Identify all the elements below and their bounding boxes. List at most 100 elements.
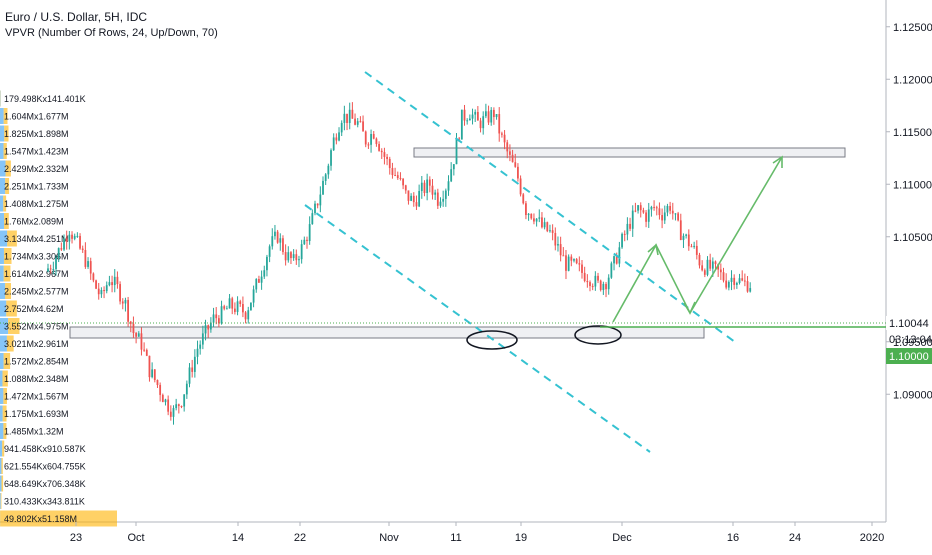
candle-down xyxy=(525,203,527,215)
candle-down xyxy=(416,202,418,206)
candle-up xyxy=(749,288,751,292)
candle-down xyxy=(635,211,637,212)
candle-down xyxy=(191,367,193,371)
volume-profile-bar-up xyxy=(0,493,1,509)
volume-profile-row-label: 1.088Mx2.348M xyxy=(4,374,69,384)
volume-profile-row-label: 941.458Kx910.587K xyxy=(4,444,86,454)
candle-down xyxy=(709,260,711,269)
support-zone[interactable] xyxy=(70,327,704,338)
candle-up xyxy=(106,285,108,291)
price-tick-label: 1.11500 xyxy=(893,127,932,139)
candle-down xyxy=(242,304,244,312)
candle-up xyxy=(626,224,628,235)
candle-down xyxy=(143,350,145,351)
candle-down xyxy=(335,137,337,140)
candle-down xyxy=(405,185,407,190)
candle-up xyxy=(536,219,538,222)
candle-up xyxy=(311,213,313,224)
candle-down xyxy=(359,121,361,122)
candle-up xyxy=(461,110,463,140)
candle-down xyxy=(98,289,100,295)
candle-up xyxy=(685,235,687,236)
candle-up xyxy=(528,214,530,215)
candle-down xyxy=(365,131,367,144)
candle-up xyxy=(664,212,666,220)
candle-up xyxy=(87,261,89,267)
trendlines[interactable] xyxy=(0,72,886,452)
candle-up xyxy=(250,303,252,311)
candle-down xyxy=(378,144,380,151)
channel-upper-line[interactable] xyxy=(365,72,735,342)
candle-down xyxy=(605,284,607,289)
candle-down xyxy=(290,252,292,258)
candle-down xyxy=(386,157,388,159)
candle-down xyxy=(437,193,439,206)
candle-down xyxy=(159,385,161,395)
indicator-label[interactable]: VPVR (Number Of Rows, 24, Up/Down, 70) xyxy=(5,27,218,39)
candle-down xyxy=(117,277,119,284)
candle-down xyxy=(103,290,105,291)
candle-up xyxy=(138,333,140,336)
candle-up xyxy=(490,110,492,123)
candle-up xyxy=(728,282,730,288)
countdown-label: 03:13:04 xyxy=(889,334,932,346)
candle-up xyxy=(298,259,300,260)
candle-up xyxy=(319,195,321,206)
candle-down xyxy=(127,300,129,322)
candle-down xyxy=(493,110,495,117)
volume-profile-bar-up xyxy=(0,458,1,474)
candle-down xyxy=(517,167,519,179)
candle-up xyxy=(74,236,76,239)
candle-down xyxy=(688,235,690,247)
volume-profile-bar-up xyxy=(0,388,3,404)
symbol-title[interactable]: Euro / U.S. Dollar, 5H, IDC xyxy=(5,10,147,24)
candle-down xyxy=(640,205,642,210)
projection-path[interactable] xyxy=(613,157,782,322)
drawing-zones[interactable] xyxy=(70,148,845,338)
time-tick-label: 11 xyxy=(450,532,461,544)
volume-profile-row-label: 3.134Mx4.251M xyxy=(4,234,69,244)
candle-down xyxy=(699,255,701,265)
candle-up xyxy=(186,384,188,395)
candle-down xyxy=(576,259,578,263)
candle-up xyxy=(349,110,351,123)
volume-profile-row-label: 49.802Kx51.158M xyxy=(4,514,77,524)
candle-up xyxy=(52,269,54,270)
candle-down xyxy=(111,282,113,285)
candle-up xyxy=(482,116,484,128)
candle-down xyxy=(429,180,431,186)
candle-down xyxy=(170,412,172,417)
time-tick-label: 23 xyxy=(70,532,82,544)
candle-down xyxy=(133,324,135,333)
candle-down xyxy=(231,298,233,308)
candle-down xyxy=(146,350,148,356)
candle-down xyxy=(351,110,353,119)
candle-down xyxy=(653,207,655,208)
candle-up xyxy=(445,191,447,199)
candle-down xyxy=(424,183,426,193)
candle-down xyxy=(167,400,169,412)
candle-up xyxy=(440,202,442,206)
candle-up xyxy=(173,408,175,417)
candle-up xyxy=(247,310,249,319)
arrowhead-3 xyxy=(773,157,782,168)
candle-down xyxy=(245,312,247,319)
price-tick-label: 1.09000 xyxy=(893,389,932,401)
volume-profile-row-label: 1.485Mx1.32M xyxy=(4,427,64,437)
volume-profile-bar-down xyxy=(1,476,3,492)
candle-up xyxy=(442,199,444,202)
candle-down xyxy=(624,234,626,235)
candle-up xyxy=(538,217,540,218)
candle-down xyxy=(397,175,399,178)
candle-down xyxy=(346,114,348,123)
candle-up xyxy=(648,209,650,221)
time-tick-label: 2020 xyxy=(860,532,884,544)
candle-down xyxy=(95,280,97,288)
candle-up xyxy=(421,183,423,191)
candle-up xyxy=(341,123,343,132)
candle-up xyxy=(544,222,546,227)
candle-up xyxy=(456,139,458,165)
